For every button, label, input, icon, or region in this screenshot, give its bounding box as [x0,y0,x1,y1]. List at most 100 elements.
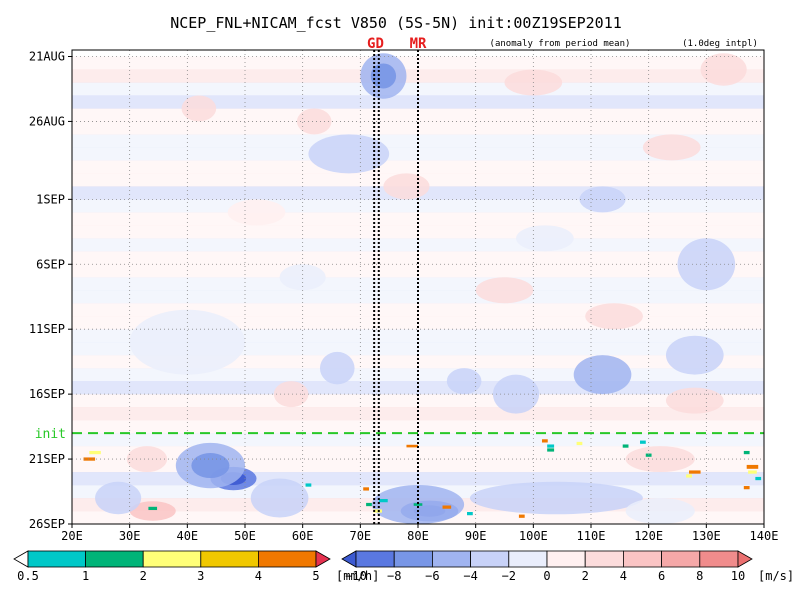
anomaly-blob [446,368,482,395]
x-tick-label: 30E [119,529,141,543]
anomaly-blob [665,387,724,414]
anomaly-band [72,69,764,83]
anomaly-blob [95,481,142,515]
rain-spot [518,514,525,518]
plot-area: GD MR init [35,36,765,525]
rain-colorbar-label: 2 [140,569,147,583]
anomaly-band [72,121,764,135]
y-tick-label: 21SEP [29,452,65,466]
wind-colorbar-end-high [737,550,753,568]
x-tick-label: 40E [176,529,198,543]
anomaly-band [72,446,764,460]
anomaly-blob [181,95,217,122]
anomaly-band [72,277,764,291]
anomaly-band [72,290,764,304]
y-tick-label: 1SEP [36,192,65,206]
wind-colorbar-label: −4 [463,569,477,583]
rain-colorbar-label: 0.5 [17,569,39,583]
rain-spot [366,502,372,507]
anomaly-blob [126,446,168,473]
rain-spot [541,439,548,443]
rain-spot [379,499,388,503]
x-tick-label: 80E [407,529,429,543]
rain-spot [363,487,369,491]
anomaly-blob [642,134,701,161]
wind-colorbar-label: −2 [502,569,516,583]
x-tick-label: 50E [234,529,256,543]
y-tick-label: 26SEP [29,517,65,531]
wind-colorbar-swatch [355,550,395,568]
x-tick-label: 100E [519,529,548,543]
rain-colorbar: 0.5 1 2 3 4 5 [mm/h] [13,550,379,583]
site-label: MR [410,36,427,52]
anomaly-blob [129,501,176,521]
anomaly-band [72,134,764,148]
x-tick-label: 90E [465,529,487,543]
rain-spot [743,450,750,455]
wind-colorbar-swatch [470,550,510,568]
rain-colorbar-label: 1 [82,569,89,583]
site-label: GD [367,36,384,52]
wind-colorbar-label: 6 [658,569,665,583]
rain-spot [148,506,158,511]
anomaly-band [72,238,764,252]
anomaly-blob [319,351,355,385]
wind-colorbar-swatch [623,550,663,568]
rain-spot [406,444,418,448]
rain-colorbar-end-high [315,550,331,568]
anomaly-blob [677,238,736,291]
rain-spot [755,476,762,481]
interpolation-annotation: (1.0deg intpl) [682,39,758,49]
wind-colorbar-end-low [341,550,357,568]
rain-spot [640,440,646,444]
wind-colorbar-unit: [m/s] [758,569,794,583]
site-lines: GD MR [367,36,427,524]
init-marker: init [35,427,764,442]
anomaly-annotation: (anomaly from period mean) [490,39,631,49]
rain-colorbar-label: 5 [312,569,319,583]
anomaly-blob [296,108,332,135]
anomaly-band [72,342,764,356]
rain-spot [547,448,555,452]
wind-colorbar: −10 −8 −6 −4 −2 0 2 4 6 8 10 [m/s] [341,550,794,583]
anomaly-band [72,225,764,239]
anomaly-blob [227,199,286,226]
y-tick-label: 11SEP [29,322,65,336]
rain-spot [645,453,652,457]
anomaly-blob [308,134,390,174]
wind-colorbar-label: −8 [387,569,401,583]
x-tick-label: 120E [634,529,663,543]
rain-spot [413,503,423,506]
wind-colorbar-label: 4 [620,569,627,583]
anomaly-blob [279,264,326,291]
rain-spot [467,511,473,516]
rain-colorbar-swatch [142,550,202,568]
rain-colorbar-end-low [13,550,29,568]
anomaly-core [370,63,397,89]
x-tick-label: 60E [292,529,314,543]
x-tick-label: 110E [577,529,606,543]
rain-spot [547,444,555,448]
rain-spot [743,486,750,490]
rain-spot [746,464,759,469]
rain-spot [576,441,583,446]
x-tick-label: 140E [750,529,779,543]
y-tick-label: 21AUG [29,49,65,63]
rain-colorbar-swatch [85,550,144,568]
wind-colorbar-label: 2 [582,569,589,583]
anomaly-blob [250,478,309,518]
rain-colorbar-swatch [200,550,259,568]
anomaly-band [72,394,764,408]
x-tick-label: 70E [349,529,371,543]
anomaly-blob [273,381,309,408]
anomaly-blob [665,335,724,375]
wind-colorbar-label: 8 [696,569,703,583]
wind-colorbar-swatch [661,550,701,568]
wind-colorbar-swatch [699,550,739,568]
rain-colorbar-label: 4 [255,569,262,583]
anomaly-blob [625,498,695,524]
init-label: init [35,427,66,442]
anomaly-blob [516,225,574,252]
rain-spot [89,450,101,455]
rain-spot [373,509,382,513]
